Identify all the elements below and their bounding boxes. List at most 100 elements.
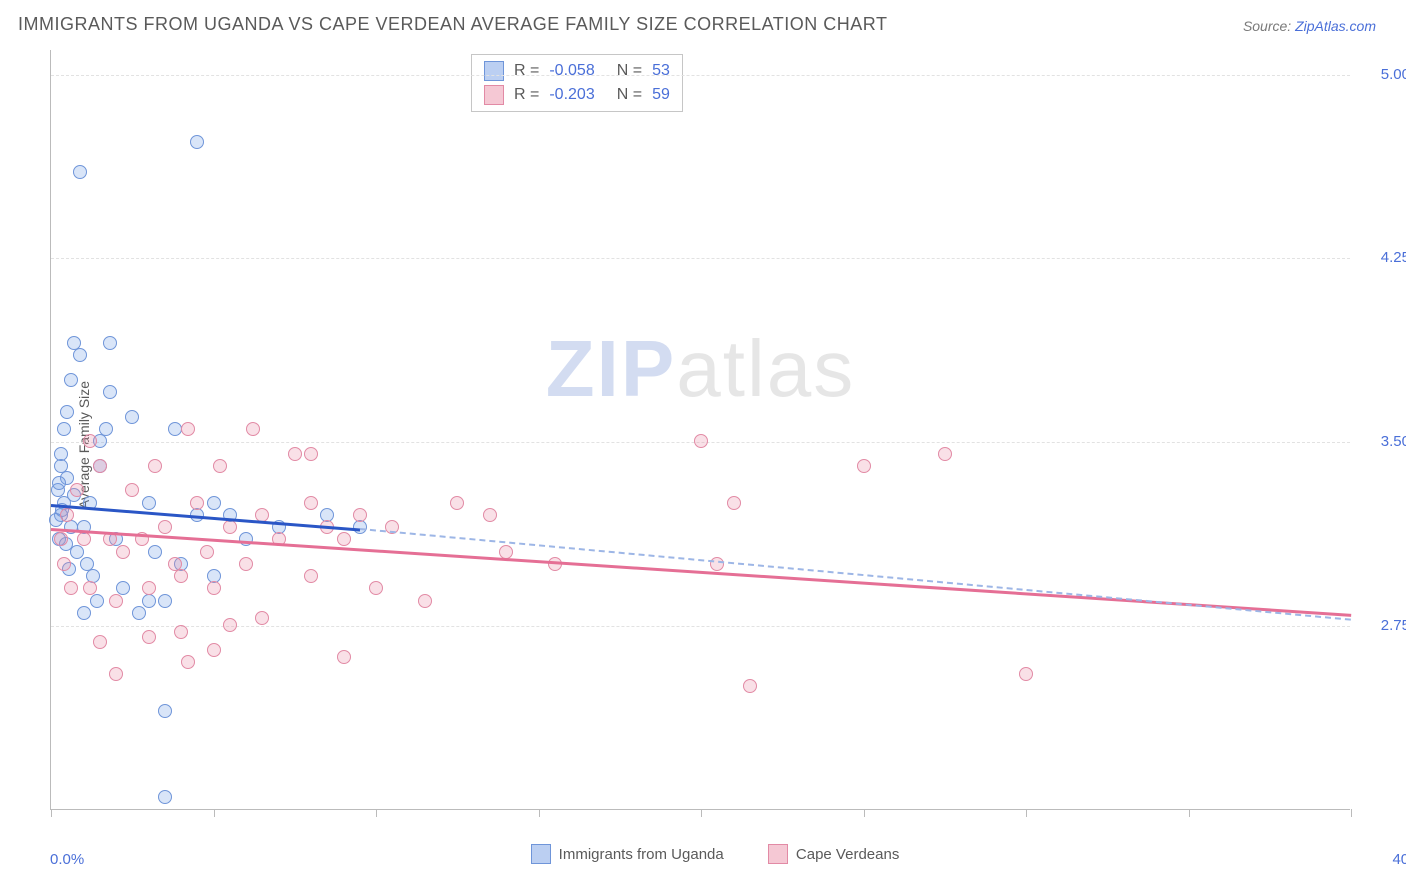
stat-n-value-uganda: 53 [652, 62, 670, 80]
stat-r-label: R = [514, 86, 539, 104]
x-tick [1351, 809, 1352, 817]
scatter-point-capeverdean [57, 557, 71, 571]
scatter-point-uganda [142, 594, 156, 608]
legend-item-capeverdean: Cape Verdeans [768, 844, 899, 864]
trend-line [51, 528, 1351, 617]
scatter-point-capeverdean [207, 643, 221, 657]
x-tick [376, 809, 377, 817]
x-tick [701, 809, 702, 817]
scatter-point-uganda [103, 385, 117, 399]
stat-r-label: R = [514, 62, 539, 80]
scatter-point-capeverdean [181, 655, 195, 669]
y-tick-label: 4.25 [1360, 249, 1406, 266]
stat-n-label: N = [617, 62, 642, 80]
scatter-point-capeverdean [1019, 667, 1033, 681]
swatch-blue-icon [531, 844, 551, 864]
scatter-point-capeverdean [213, 459, 227, 473]
scatter-point-uganda [158, 594, 172, 608]
x-tick [51, 809, 52, 817]
scatter-point-capeverdean [483, 508, 497, 522]
scatter-point-capeverdean [93, 459, 107, 473]
scatter-point-capeverdean [337, 532, 351, 546]
scatter-point-capeverdean [499, 545, 513, 559]
scatter-point-capeverdean [255, 611, 269, 625]
scatter-point-uganda [158, 704, 172, 718]
scatter-point-capeverdean [288, 447, 302, 461]
scatter-point-capeverdean [304, 496, 318, 510]
scatter-point-capeverdean [174, 569, 188, 583]
scatter-point-uganda [132, 606, 146, 620]
x-axis-max-label: 40.0% [1392, 851, 1406, 868]
watermark: ZIPatlas [546, 323, 855, 415]
scatter-point-capeverdean [142, 630, 156, 644]
stat-n-label: N = [617, 86, 642, 104]
watermark-atlas: atlas [676, 324, 855, 413]
scatter-point-capeverdean [727, 496, 741, 510]
watermark-zip: ZIP [546, 324, 676, 413]
scatter-point-capeverdean [174, 625, 188, 639]
scatter-point-uganda [103, 336, 117, 350]
scatter-point-capeverdean [148, 459, 162, 473]
source-line: Source: ZipAtlas.com [1243, 18, 1376, 34]
plot-area: ZIPatlas R = -0.058 N = 53 R = -0.203 N … [50, 50, 1350, 810]
x-tick [864, 809, 865, 817]
scatter-point-capeverdean [109, 594, 123, 608]
scatter-point-capeverdean [304, 447, 318, 461]
scatter-point-capeverdean [54, 532, 68, 546]
scatter-point-uganda [64, 373, 78, 387]
scatter-point-capeverdean [83, 581, 97, 595]
scatter-point-capeverdean [353, 508, 367, 522]
scatter-point-capeverdean [83, 434, 97, 448]
x-tick [214, 809, 215, 817]
scatter-point-capeverdean [857, 459, 871, 473]
scatter-point-capeverdean [710, 557, 724, 571]
trend-line [360, 528, 1351, 621]
scatter-point-capeverdean [109, 667, 123, 681]
scatter-point-uganda [190, 135, 204, 149]
scatter-point-capeverdean [369, 581, 383, 595]
gridline [51, 75, 1350, 76]
source-value: ZipAtlas.com [1295, 18, 1376, 34]
x-tick [539, 809, 540, 817]
scatter-point-capeverdean [418, 594, 432, 608]
scatter-point-capeverdean [200, 545, 214, 559]
scatter-point-capeverdean [246, 422, 260, 436]
scatter-point-capeverdean [694, 434, 708, 448]
scatter-point-uganda [73, 348, 87, 362]
scatter-point-uganda [168, 422, 182, 436]
scatter-point-capeverdean [743, 679, 757, 693]
stats-box: R = -0.058 N = 53 R = -0.203 N = 59 [471, 54, 683, 112]
scatter-point-uganda [142, 496, 156, 510]
scatter-point-capeverdean [116, 545, 130, 559]
stats-row-uganda: R = -0.058 N = 53 [484, 59, 670, 83]
scatter-point-uganda [90, 594, 104, 608]
scatter-point-capeverdean [64, 581, 78, 595]
scatter-point-uganda [73, 165, 87, 179]
stat-r-value-cv: -0.203 [549, 86, 594, 104]
x-tick [1189, 809, 1190, 817]
stat-r-value-uganda: -0.058 [549, 62, 594, 80]
scatter-point-uganda [77, 606, 91, 620]
scatter-point-capeverdean [239, 557, 253, 571]
legend-item-uganda: Immigrants from Uganda [531, 844, 724, 864]
gridline [51, 258, 1350, 259]
scatter-point-capeverdean [938, 447, 952, 461]
scatter-point-uganda [148, 545, 162, 559]
y-tick-label: 2.75 [1360, 617, 1406, 634]
legend-label-uganda: Immigrants from Uganda [559, 846, 724, 863]
scatter-point-capeverdean [125, 483, 139, 497]
scatter-point-capeverdean [77, 532, 91, 546]
gridline [51, 626, 1350, 627]
swatch-blue-icon [484, 61, 504, 81]
chart-title: IMMIGRANTS FROM UGANDA VS CAPE VERDEAN A… [18, 14, 887, 35]
y-tick-label: 5.00 [1360, 66, 1406, 83]
legend-label-cv: Cape Verdeans [796, 846, 899, 863]
stats-row-capeverdean: R = -0.203 N = 59 [484, 83, 670, 107]
scatter-point-capeverdean [450, 496, 464, 510]
scatter-point-capeverdean [190, 496, 204, 510]
scatter-point-uganda [60, 405, 74, 419]
scatter-point-capeverdean [60, 508, 74, 522]
scatter-point-capeverdean [223, 618, 237, 632]
scatter-point-capeverdean [304, 569, 318, 583]
scatter-point-uganda [158, 790, 172, 804]
